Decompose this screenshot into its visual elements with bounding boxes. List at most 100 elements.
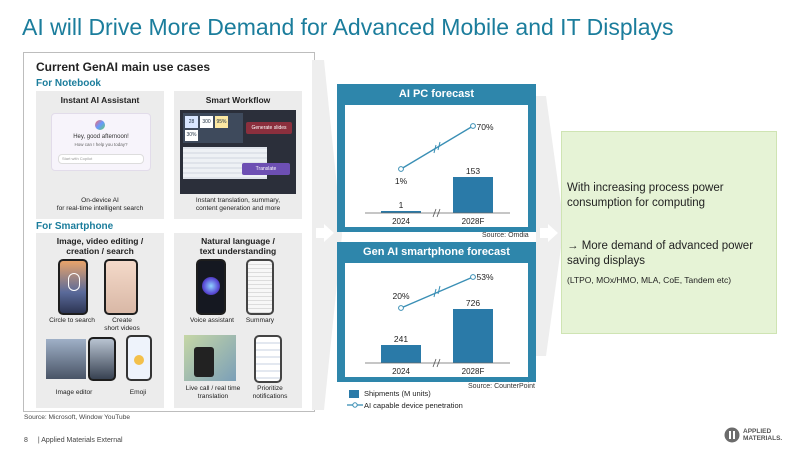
phone-chart-svg: 241 2024 726 2028F 20% 53%	[365, 272, 510, 376]
bar-2028F	[453, 177, 493, 213]
use-cases-panel: Current GenAI main use cases For Noteboo…	[23, 52, 315, 412]
line-label-2024: 20%	[392, 291, 409, 301]
bar-2028F	[453, 309, 493, 363]
stat-tile-1: 28	[185, 116, 198, 128]
emoji-caption: Emoji	[129, 389, 147, 396]
line-label-2028F: 53%	[476, 272, 493, 282]
circle-gesture-icon	[68, 273, 80, 291]
use-cases-heading: Current GenAI main use cases	[36, 60, 211, 74]
bar-label-2024: 1	[399, 200, 404, 210]
live-call-caption: Live call / real time translation	[185, 385, 241, 400]
image-edit-card-title: Image, video editing / creation / search	[56, 236, 144, 256]
takeaway-line-2: → More demand of advanced power saving d…	[567, 240, 754, 267]
legend-bar-label: Shipments (M units)	[364, 389, 431, 398]
pc-source: Source: Omdia	[482, 232, 529, 239]
x-axis-break	[432, 208, 441, 218]
takeaway-line-3: (LTPO, MOx/HMO, MLA, CoE, Tandem etc)	[567, 275, 732, 285]
pc-forecast-title: AI PC forecast	[398, 88, 475, 100]
phone-source: Source: CounterPoint	[468, 383, 535, 390]
language-card: Natural language / text understanding Vo…	[174, 233, 302, 408]
generate-slides-button[interactable]: Generate slides	[246, 122, 292, 134]
bar-2024	[381, 345, 421, 363]
circle-search-phone	[58, 259, 88, 315]
line-point-2024	[398, 166, 404, 172]
penetration-line	[400, 276, 474, 309]
language-card-title: Natural language / text understanding	[199, 236, 277, 256]
small-arrow-right	[540, 224, 558, 242]
line-label-2028F: 70%	[476, 122, 493, 132]
image-edit-card: Image, video editing / creation / search…	[36, 233, 164, 408]
siri-orb-icon	[202, 277, 220, 295]
image-editor-phone	[88, 337, 116, 381]
stat-tile-4: 30%	[185, 130, 198, 141]
notebook-section-label: For Notebook	[36, 78, 101, 89]
short-video-caption: Create short videos	[104, 317, 140, 332]
pc-chart-area: 1 2024 153 2028F 1% 70%	[345, 105, 528, 227]
takeaway-box	[561, 131, 777, 334]
slide-title: AI will Drive More Demand for Advanced M…	[22, 14, 674, 40]
company-logo: APPLIED MATERIALS.	[724, 427, 787, 443]
workflow-caption: Instant translation, summary, content ge…	[195, 197, 281, 212]
voice-assistant-phone	[196, 259, 226, 315]
phone-forecast-title: Gen AI smartphone forecast	[363, 246, 510, 258]
x-tick-2028F: 2028F	[462, 217, 485, 226]
circle-search-caption: Circle to search	[49, 317, 95, 324]
notifications-phone	[254, 335, 282, 383]
line-point-2024	[398, 305, 404, 311]
x-tick-2028F: 2028F	[462, 367, 485, 376]
translate-button[interactable]: Translate	[242, 163, 290, 175]
live-call-photo	[184, 335, 236, 381]
small-arrow-left	[316, 224, 334, 242]
page-number: 8	[24, 437, 28, 444]
copilot-search-input[interactable]: Start with Copilot	[58, 154, 144, 164]
summary-caption: Summary	[245, 317, 275, 324]
x-tick-2024: 2024	[392, 217, 410, 226]
copilot-screen: Hey, good afternoon! How can I help you …	[51, 113, 151, 171]
x-tick-2024: 2024	[392, 367, 410, 376]
stat-tile-2: 300	[200, 116, 213, 128]
legend-bar-swatch	[349, 390, 359, 398]
x-axis-break	[432, 358, 441, 368]
line-point-2028F	[470, 274, 476, 280]
summary-phone	[246, 259, 274, 315]
footer: 8 | Applied Materials External	[24, 437, 123, 444]
smartphone-section-label: For Smartphone	[36, 221, 114, 232]
voice-assistant-caption: Voice assistant	[190, 317, 234, 324]
bar-label-2024: 241	[394, 334, 408, 344]
logo-text: APPLIED MATERIALS.	[743, 428, 783, 442]
takeaway-line-1: With increasing process power consumptio…	[567, 182, 724, 209]
applied-materials-logo-icon	[724, 427, 740, 443]
footer-label: | Applied Materials External	[37, 437, 123, 444]
phone-chart-area: 241 2024 726 2028F 20% 53%	[345, 263, 528, 377]
emoji-icon	[134, 355, 144, 365]
workflow-card: Smart Workflow 28 300 95% 30% Generate s…	[174, 91, 302, 219]
line-label-2024: 1%	[395, 176, 408, 186]
workflow-screen: 28 300 95% 30% Generate slides Translate	[180, 110, 296, 194]
bar-label-2028F: 153	[466, 166, 480, 176]
stat-tile-3: 95%	[215, 116, 228, 128]
workflow-card-title: Smart Workflow	[205, 95, 271, 105]
image-editor-caption: Image editor	[55, 389, 93, 396]
line-point-2028F	[470, 123, 476, 129]
copilot-subtitle: How can I help you today?	[74, 142, 128, 147]
image-editor-photo-1	[46, 339, 86, 379]
penetration-line	[400, 125, 474, 170]
emoji-phone	[126, 335, 152, 381]
legend-line-label: AI capable device penetration	[364, 401, 463, 410]
workflow-dashboard: 28 300 95% 30%	[183, 113, 243, 143]
left-source: Source: Microsoft, Window YouTube	[24, 414, 131, 421]
assistant-card-title: Instant AI Assistant	[60, 95, 140, 105]
phone-forecast-panel: Gen AI smartphone forecast 241 2024 726 202…	[337, 242, 536, 382]
line-break-mark	[433, 141, 441, 154]
pc-chart-svg: 1 2024 153 2028F 1% 70%	[365, 122, 510, 226]
bar-2024	[381, 211, 421, 213]
pc-forecast-panel: AI PC forecast 1 2024 153 2028F 1% 70%	[337, 84, 536, 232]
assistant-caption: On-device AI for real-time intelligent s…	[56, 197, 144, 212]
bar-label-2028F: 726	[466, 298, 480, 308]
short-video-phone	[104, 259, 138, 315]
prioritize-caption: Prioritize notifications	[252, 385, 288, 400]
assistant-card: Instant AI Assistant Hey, good afternoon…	[36, 91, 164, 219]
copilot-logo-icon	[95, 120, 105, 130]
copilot-greeting: Hey, good afternoon!	[73, 134, 129, 140]
line-break-mark	[433, 285, 441, 298]
